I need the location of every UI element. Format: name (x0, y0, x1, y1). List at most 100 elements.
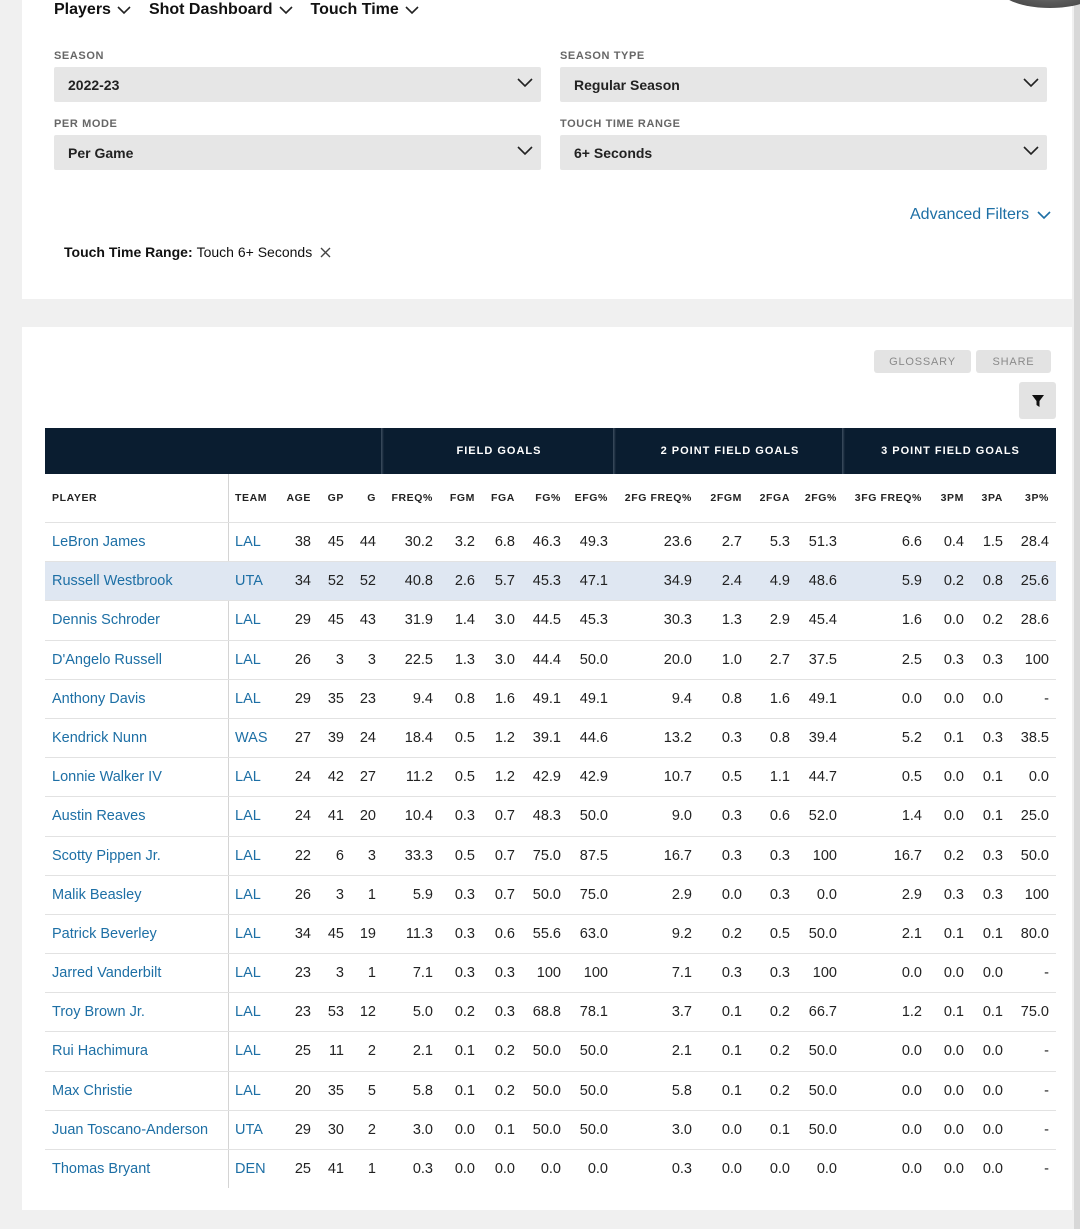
stat-cell: 13.2 (663, 729, 692, 746)
advanced-filters-label: Advanced Filters (910, 206, 1030, 223)
table-row[interactable]: Juan Toscano-Anderson UTA 29 30 2 3.0 0.0 0.1 50… (45, 1109, 1056, 1149)
column-header[interactable]: 3FG FREQ% (854, 492, 922, 504)
glossary-button[interactable]: GLOSSARY (874, 350, 971, 373)
player-name-link[interactable]: Lonnie Walker IV (52, 769, 162, 786)
column-header[interactable]: 2FG% (804, 492, 837, 504)
column-header[interactable]: PLAYER (52, 492, 98, 504)
stat-cell: 3 (335, 965, 344, 982)
table-row[interactable]: Rui Hachimura LAL 25 11 2 2.1 0.1 0.2 50.0 50.0 2.… (45, 1031, 1056, 1070)
stat-cell: 5.3 (769, 534, 790, 550)
column-header[interactable]: 3PM (940, 492, 964, 504)
nav-players[interactable]: Players (54, 1, 131, 19)
team-link[interactable]: LAL (235, 612, 261, 629)
column-header[interactable]: FGA (491, 492, 515, 504)
column-header[interactable]: AGE (286, 492, 311, 504)
chevron-down-icon (517, 146, 533, 156)
column-header[interactable]: FG% (535, 492, 561, 504)
team-link[interactable]: LAL (235, 1043, 261, 1060)
page-scrollbar[interactable] (1074, 0, 1080, 1229)
table-row[interactable]: Russell Westbrook UTA 34 52 52 40.8 2.6 5.7 45.3… (45, 561, 1056, 601)
stat-cell: 1 (367, 886, 376, 903)
nav-touch-time[interactable]: Touch Time (311, 1, 419, 19)
stat-cell: 2.4 (721, 573, 742, 590)
player-name-link[interactable]: Dennis Schroder (52, 612, 160, 629)
stat-cell: 44 (359, 534, 376, 550)
team-link[interactable]: UTA (235, 1121, 263, 1138)
stat-cell: 5.8 (671, 1082, 692, 1099)
team-link[interactable]: LAL (235, 1082, 261, 1099)
share-button[interactable]: SHARE (976, 350, 1051, 373)
player-name-link[interactable]: D'Angelo Russell (52, 651, 162, 668)
stat-cell: 0.1 (982, 1004, 1003, 1021)
column-header[interactable]: 2FGA (759, 492, 790, 504)
column-header[interactable]: EFG% (574, 492, 608, 504)
stat-cell: 34 (294, 573, 311, 590)
player-name-link[interactable]: Thomas Bryant (52, 1161, 151, 1177)
table-row[interactable]: Malik Beasley LAL 26 3 1 5.9 0.3 0.7 50.0 75.0 2.9… (45, 874, 1056, 914)
player-name-link[interactable]: Austin Reaves (52, 808, 146, 825)
stat-cell: 0.5 (454, 847, 475, 864)
table-row[interactable]: Lonnie Walker IV LAL 24 42 27 11.2 0.5 1.2 42.9 4… (45, 757, 1056, 796)
stat-cell: 0.3 (454, 925, 475, 942)
table-row[interactable]: Kendrick Nunn WAS 27 39 24 18.4 0.5 1.2 39.1 44.6… (45, 717, 1056, 757)
team-link[interactable]: LAL (235, 690, 261, 707)
table-row[interactable]: Anthony Davis LAL 29 35 23 9.4 0.8 1.6 49.1 49.1 9… (45, 678, 1056, 718)
column-header[interactable]: G (367, 492, 376, 504)
stat-cell: 12 (359, 1004, 376, 1021)
table-row[interactable]: Scotty Pippen Jr. LAL 22 6 3 33.3 0.5 0.7 75.0 87… (45, 835, 1056, 875)
table-row[interactable]: LeBron James LAL 38 45 44 30.2 3.2 6.8 46.3 49.3 2… (45, 522, 1056, 561)
player-name-link[interactable]: Troy Brown Jr. (52, 1004, 145, 1021)
season-type-select[interactable]: Regular Season (560, 67, 1047, 102)
table-row[interactable]: Dennis Schroder LAL 29 45 43 31.9 1.4 3.0 44.5 45… (45, 600, 1056, 639)
team-link[interactable]: UTA (235, 573, 263, 590)
close-icon[interactable] (320, 247, 331, 258)
stat-cell: 0.1 (454, 1082, 475, 1099)
team-link[interactable]: LAL (235, 886, 261, 903)
player-name-link[interactable]: Anthony Davis (52, 690, 146, 707)
player-name-link[interactable]: Max Christie (52, 1082, 133, 1099)
column-header[interactable]: FREQ% (391, 492, 433, 504)
player-name-link[interactable]: Jarred Vanderbilt (52, 965, 162, 982)
team-link[interactable]: WAS (235, 729, 268, 746)
season-select[interactable]: 2022-23 (54, 67, 541, 102)
player-name-link[interactable]: Russell Westbrook (52, 573, 173, 590)
player-name-link[interactable]: Juan Toscano-Anderson (52, 1121, 209, 1138)
team-link[interactable]: LAL (235, 847, 261, 864)
team-link[interactable]: LAL (235, 769, 261, 786)
player-name-link[interactable]: Rui Hachimura (52, 1043, 148, 1060)
touch-time-range-select[interactable]: 6+ Seconds (560, 135, 1047, 170)
team-link[interactable]: LAL (235, 925, 261, 942)
results-card (22, 327, 1072, 1210)
table-row[interactable]: Jarred Vanderbilt LAL 23 3 1 7.1 0.3 0.3 100 100 7… (45, 953, 1056, 992)
table-row[interactable]: Max Christie LAL 20 35 5 5.8 0.1 0.2 50.0 50.0 5.8… (45, 1070, 1056, 1110)
player-name-link[interactable]: Malik Beasley (52, 886, 142, 903)
avatar[interactable] (1000, 0, 1080, 8)
table-row[interactable]: D'Angelo Russell LAL 26 3 3 22.5 1.3 3.0 44.4 50.… (45, 639, 1056, 679)
table-row[interactable]: Troy Brown Jr. LAL 23 53 12 5.0 0.2 0.3 68.8 78.1… (45, 992, 1056, 1031)
team-link[interactable]: LAL (235, 965, 261, 982)
table-row[interactable]: Austin Reaves LAL 24 41 20 10.4 0.3 0.7 48.3 50.0… (45, 796, 1056, 835)
column-header[interactable]: TEAM (235, 492, 268, 504)
table-row[interactable]: Patrick Beverley LAL 34 45 19 11.3 0.3 0.6 55.6 6… (45, 913, 1056, 953)
player-name-link[interactable]: LeBron James (52, 534, 146, 550)
team-link[interactable]: LAL (235, 651, 261, 668)
player-name-link[interactable]: Patrick Beverley (52, 925, 157, 942)
player-name-link[interactable]: Scotty Pippen Jr. (52, 847, 161, 864)
table-filter-button[interactable] (1019, 382, 1056, 419)
column-header[interactable]: FGM (449, 492, 475, 504)
table-row[interactable]: Thomas Bryant DEN 25 41 1 0.3 0.0 0.0 0.0 0.0 0.3 0… (45, 1149, 1056, 1188)
column-header[interactable]: 3PA (981, 492, 1003, 504)
column-header[interactable]: 2FG FREQ% (624, 492, 692, 504)
per-mode-select[interactable]: Per Game (54, 135, 541, 170)
team-link[interactable]: LAL (235, 1004, 261, 1021)
advanced-filters-link[interactable]: Advanced Filters (910, 206, 1051, 224)
nav-shot-dashboard[interactable]: Shot Dashboard (149, 1, 293, 19)
team-link[interactable]: LAL (235, 534, 261, 550)
stat-cell: 50.0 (1020, 847, 1049, 864)
column-header[interactable]: 2FGM (710, 492, 742, 504)
team-link[interactable]: DEN (235, 1161, 266, 1177)
column-header[interactable]: GP (327, 492, 344, 504)
column-header[interactable]: 3P% (1025, 492, 1049, 504)
team-link[interactable]: LAL (235, 808, 261, 825)
player-name-link[interactable]: Kendrick Nunn (52, 729, 148, 746)
